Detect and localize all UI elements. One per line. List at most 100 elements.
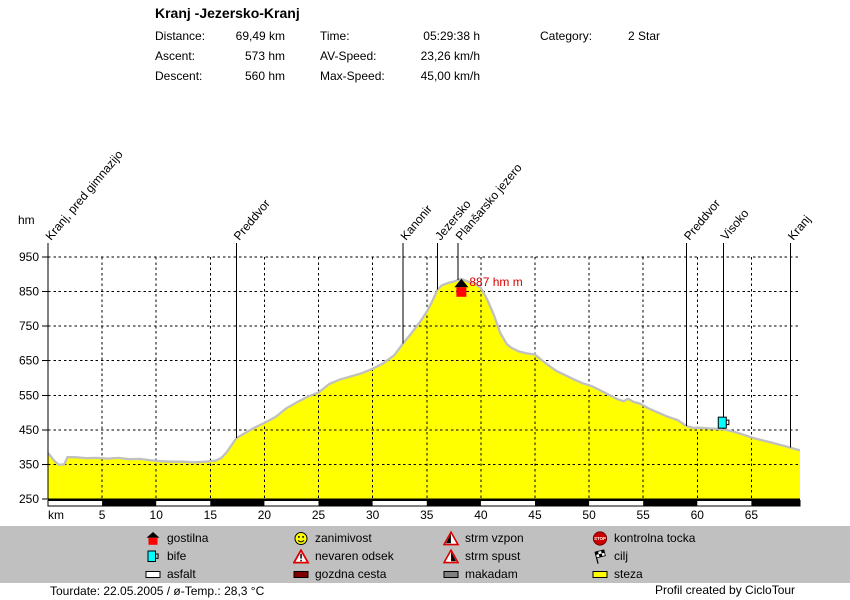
stat-value: 560 hm <box>244 69 285 83</box>
nevaren-odsek-icon <box>292 547 310 564</box>
bife-marker-icon <box>717 416 730 429</box>
waypoint-label: Kranj, pred gimnazijo <box>43 147 126 243</box>
tour-date-text: Tourdate: 22.05.2005 / ø-Temp.: 28,3 °C <box>50 584 265 598</box>
legend-item: makadam <box>443 565 524 583</box>
svg-text:STOP: STOP <box>594 536 606 541</box>
stat-label: Category: <box>540 29 593 43</box>
cilj-icon <box>592 548 609 564</box>
ruler-black-segment <box>210 501 265 506</box>
strm-vzpon-icon <box>442 530 460 545</box>
gostilna-icon <box>145 531 162 546</box>
x-tick-label: 5 <box>99 508 106 522</box>
gozdna-cesta-icon <box>293 570 309 578</box>
steza-icon <box>592 570 608 578</box>
legend-item: asfalt <box>145 565 208 583</box>
stat-label: Descent: <box>155 69 203 83</box>
x-axis-label: km <box>48 508 64 522</box>
x-tick-label: 65 <box>745 508 759 522</box>
legend-label: asfalt <box>167 567 196 581</box>
legend-label: zanimivost <box>315 531 372 545</box>
legend-label: strm spust <box>465 549 521 563</box>
strm-spust-icon <box>442 548 460 563</box>
ruler-black-segment <box>535 501 590 506</box>
legend-item: gostilna <box>145 529 208 547</box>
x-tick-label: 20 <box>258 508 272 522</box>
legend-label: gozdna cesta <box>315 567 387 581</box>
y-tick-label: 650 <box>19 354 39 368</box>
zanimivost-icon <box>294 531 308 545</box>
legend-item: steza <box>592 565 695 583</box>
legend-item: bife <box>145 547 208 565</box>
cilj-icon <box>594 548 606 564</box>
stat-value: 2 Star <box>628 29 661 43</box>
ruler-black-segment <box>751 501 800 506</box>
kontrolna-tocka-icon: STOP <box>592 530 608 546</box>
bife-icon <box>147 550 159 562</box>
bife-icon <box>145 549 162 564</box>
stat-label: Distance: <box>155 29 206 43</box>
asfalt-icon <box>145 570 161 578</box>
x-tick-label: 25 <box>312 508 326 522</box>
x-tick-label: 55 <box>637 508 651 522</box>
makadam-icon <box>443 570 459 578</box>
x-tick-label: 40 <box>474 508 488 522</box>
legend-item: STOP kontrolna tocka <box>592 529 695 547</box>
profile-area <box>48 278 800 499</box>
steza-icon <box>592 567 609 582</box>
y-axis-label: hm <box>18 213 35 227</box>
stat-value: 45,00 km/h <box>420 69 480 83</box>
stat-value: 05:29:38 h <box>423 29 480 43</box>
stat-label: Ascent: <box>155 49 196 63</box>
stat-label: AV-Speed: <box>320 49 377 63</box>
makadam-icon <box>443 567 460 582</box>
waypoint-label: Preddvor <box>231 197 273 243</box>
y-tick-label: 750 <box>19 319 39 333</box>
waypoint-label: Visoko <box>718 206 752 243</box>
gozdna-cesta-icon <box>293 567 310 582</box>
legend-column: strm vzpon strm spust makadam <box>442 529 524 583</box>
legend-label: bife <box>167 549 187 563</box>
legend-item: cilj <box>592 547 695 565</box>
gostilna-icon <box>146 531 160 545</box>
x-tick-label: 30 <box>366 508 380 522</box>
y-tick-label: 550 <box>19 388 39 402</box>
stat-label: Max-Speed: <box>320 69 385 83</box>
x-tick-label: 60 <box>691 508 705 522</box>
y-tick-label: 850 <box>19 285 39 299</box>
stat-label: Time: <box>320 29 350 43</box>
asfalt-icon <box>145 567 162 582</box>
route-title: Kranj -Jezersko-Kranj <box>155 5 300 21</box>
y-tick-label: 350 <box>19 457 39 471</box>
legend-column: zanimivost nevaren odsek gozdna cesta <box>292 529 394 583</box>
legend-label: nevaren odsek <box>315 549 394 563</box>
y-tick-label: 950 <box>19 250 39 264</box>
legend-label: kontrolna tocka <box>614 531 696 545</box>
x-tick-label: 50 <box>582 508 596 522</box>
stat-value: 23,26 km/h <box>420 49 480 63</box>
legend-item: strm vzpon <box>442 529 524 547</box>
peak-label: 887 hm m <box>469 275 522 289</box>
profile-outline <box>47 277 801 466</box>
ruler-black-segment <box>102 501 157 506</box>
ruler-black-segment <box>426 501 481 506</box>
ruler-black-segment <box>318 501 373 506</box>
legend-label: strm vzpon <box>465 531 524 545</box>
legend-column: STOP kontrolna tocka cilj steza <box>592 529 695 583</box>
y-tick-label: 250 <box>19 492 39 506</box>
waypoint-label: Kranj <box>785 212 814 242</box>
strm-vzpon-icon <box>442 530 460 546</box>
x-tick-label: 35 <box>420 508 434 522</box>
waypoint-label: Kanonir <box>398 202 435 243</box>
ruler-black-segment <box>643 501 698 506</box>
zanimivost-icon <box>293 531 310 546</box>
legend-item: zanimivost <box>293 529 394 547</box>
stat-value: 69,49 km <box>235 29 285 43</box>
y-tick-label: 450 <box>19 423 39 437</box>
credit-text: Profil created by CicloTour <box>655 583 796 597</box>
stat-value: 573 hm <box>244 49 285 63</box>
peak-marker-gostilna-icon <box>454 278 469 297</box>
legend-label: gostilna <box>167 531 209 545</box>
legend-label: steza <box>614 567 643 581</box>
